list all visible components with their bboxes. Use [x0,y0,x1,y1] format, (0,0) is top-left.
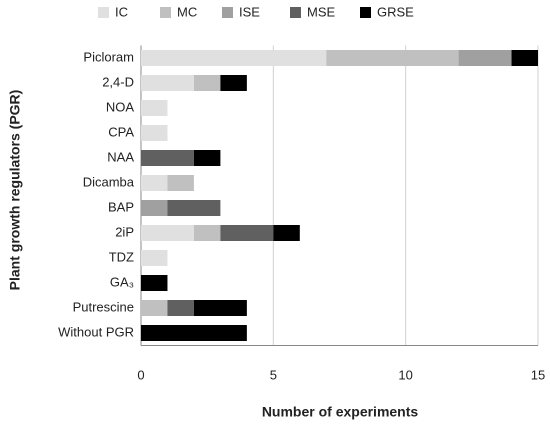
legend-swatch [360,7,371,18]
y-tick-label: TDZ [109,249,134,264]
bar-segment [193,300,247,316]
y-tick-label: NOA [106,99,135,114]
bar-segment [273,225,300,241]
x-tick-label: 15 [531,367,545,382]
y-tick-label: NAA [107,149,134,164]
bar-segment [458,50,512,66]
y-tick-label: Picloram [83,49,134,64]
x-axis-label: Number of experiments [262,404,419,420]
bar-segment [193,225,221,241]
legend-swatch [222,7,233,18]
legend-label: MSE [307,4,336,19]
legend-label: MC [177,4,197,19]
y-tick-label: Without PGR [58,324,134,339]
x-tick-label: 10 [398,367,412,382]
x-tick-label: 0 [137,367,144,382]
bar-segment [141,300,168,316]
bar-segment [141,175,168,191]
y-tick-label: Putrescine [73,299,134,314]
legend-label: GRSE [377,4,414,19]
bar-segment [167,175,194,191]
bar-segment [141,250,168,266]
bar-segment [141,75,194,91]
bar-segment [141,125,168,141]
y-tick-label: 2,4-D [102,74,134,89]
y-tick-label: BAP [108,199,134,214]
bar-segment [141,225,194,241]
bar-segment [511,50,538,66]
y-tick-label: 2iP [115,224,134,239]
bar-segment [167,200,221,216]
y-tick-label: CPA [108,124,134,139]
legend-label: IC [115,4,128,19]
bar-segment [141,100,168,116]
bar-segment [167,300,194,316]
bar-segment [326,50,459,66]
bar-segment [141,325,247,341]
y-tick-label: Dicamba [83,174,135,189]
y-tick-label: GA₃ [110,274,134,289]
legend-swatch [98,7,109,18]
bar-segment [220,225,274,241]
bar-segment [141,50,327,66]
legend-swatch [290,7,301,18]
bar-segment [220,75,247,91]
bar-segment [193,75,221,91]
y-axis-label: Plant growth regulators (PGR) [7,90,23,291]
bar-segment [141,150,194,166]
bar-segment [141,200,168,216]
bar-segment [141,275,168,291]
bar-segment [193,150,221,166]
legend-swatch [160,7,171,18]
x-tick-label: 5 [270,367,277,382]
legend-label: ISE [239,4,260,19]
